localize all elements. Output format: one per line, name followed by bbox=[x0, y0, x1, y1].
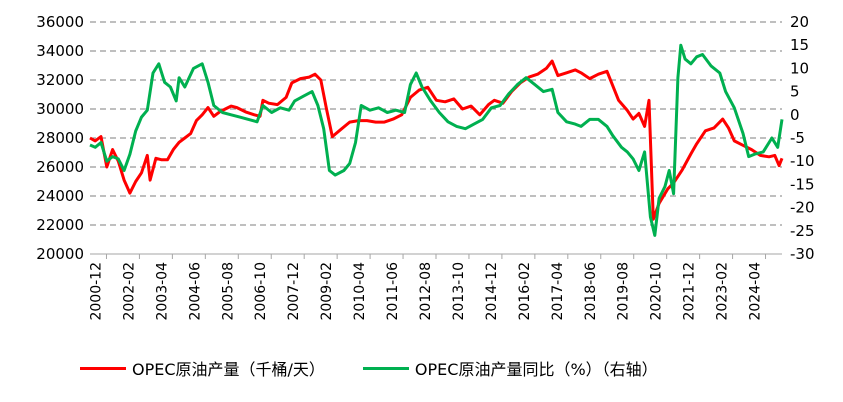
x-tick-label: 2003-04 bbox=[154, 262, 170, 321]
right-y-tick-label: -10 bbox=[790, 152, 815, 170]
left-y-tick-label: 30000 bbox=[36, 100, 84, 118]
series-lines bbox=[89, 43, 784, 237]
x-tick-label: 2006-10 bbox=[253, 262, 269, 321]
x-tick-label: 2004-06 bbox=[187, 262, 203, 321]
left-y-tick-label: 36000 bbox=[36, 13, 84, 31]
x-tick-label: 2014-12 bbox=[484, 262, 500, 321]
x-tick-label: 2016-02 bbox=[517, 262, 533, 321]
legend-label-production: OPEC原油产量（千桶/天） bbox=[132, 360, 325, 379]
left-y-tick-label: 26000 bbox=[36, 158, 84, 176]
right-y-tick-label: -20 bbox=[790, 199, 815, 217]
left-y-tick-label: 32000 bbox=[36, 71, 84, 89]
right-y-axis: -30 -25 -20 -15 -10 -5 0 5 10 15 20 bbox=[790, 13, 815, 263]
right-y-tick-label: -5 bbox=[790, 129, 805, 147]
x-tick-label: 2012-08 bbox=[418, 262, 434, 321]
legend-item-production: OPEC原油产量（千桶/天） bbox=[80, 356, 325, 380]
x-tick-label: 2000-12 bbox=[88, 262, 104, 321]
left-y-tick-label: 34000 bbox=[36, 42, 84, 60]
legend: OPEC原油产量（千桶/天） OPEC原油产量同比（%）（右轴） bbox=[80, 356, 780, 380]
right-y-tick-label: -25 bbox=[790, 222, 815, 240]
dual-axis-line-chart: 20000 22000 24000 26000 28000 30000 32000 34000… bbox=[36, 13, 815, 321]
x-tick-label: 2010-04 bbox=[352, 262, 368, 321]
x-tick-label: 2005-08 bbox=[220, 262, 236, 321]
x-tick-label: 2020-10 bbox=[649, 262, 665, 321]
right-y-tick-label: -30 bbox=[790, 245, 815, 263]
left-y-tick-label: 28000 bbox=[36, 129, 84, 147]
x-tick-label: 2002-02 bbox=[121, 262, 137, 321]
x-axis: 2000-12 2002-02 2003-04 2004-06 2005-08 2006-… bbox=[88, 254, 767, 321]
x-tick-label: 2019-08 bbox=[616, 262, 632, 321]
x-tick-label: 2023-02 bbox=[715, 262, 731, 321]
gridlines bbox=[90, 21, 782, 255]
right-y-tick-label: 10 bbox=[790, 59, 809, 77]
x-tick-label: 2013-10 bbox=[451, 262, 467, 321]
x-tick-label: 2024-04 bbox=[748, 262, 764, 321]
x-tick-label: 2007-12 bbox=[286, 262, 302, 321]
series-line-yoy bbox=[89, 43, 784, 237]
left-y-tick-label: 24000 bbox=[36, 187, 84, 205]
right-y-tick-label: 0 bbox=[790, 106, 800, 124]
legend-label-yoy: OPEC原油产量同比（%）（右轴） bbox=[414, 360, 658, 379]
right-y-tick-label: 5 bbox=[790, 83, 800, 101]
x-tick-label: 2021-12 bbox=[682, 262, 698, 321]
legend-swatch-production bbox=[80, 366, 126, 370]
left-y-axis: 20000 22000 24000 26000 28000 30000 32000 34000… bbox=[36, 13, 84, 263]
x-tick-label: 2011-06 bbox=[385, 262, 401, 321]
left-y-tick-label: 20000 bbox=[36, 245, 84, 263]
legend-swatch-yoy bbox=[362, 366, 409, 370]
x-tick-label: 2018-06 bbox=[583, 262, 599, 321]
left-y-tick-label: 22000 bbox=[36, 216, 84, 234]
series-line-production bbox=[89, 59, 784, 221]
x-tick-label: 2017-04 bbox=[550, 262, 566, 321]
right-y-tick-label: 20 bbox=[790, 13, 809, 31]
right-y-tick-label: -15 bbox=[790, 175, 815, 193]
legend-item-yoy: OPEC原油产量同比（%）（右轴） bbox=[362, 356, 658, 380]
right-y-tick-label: 15 bbox=[790, 36, 809, 54]
x-tick-label: 2009-02 bbox=[319, 262, 335, 321]
